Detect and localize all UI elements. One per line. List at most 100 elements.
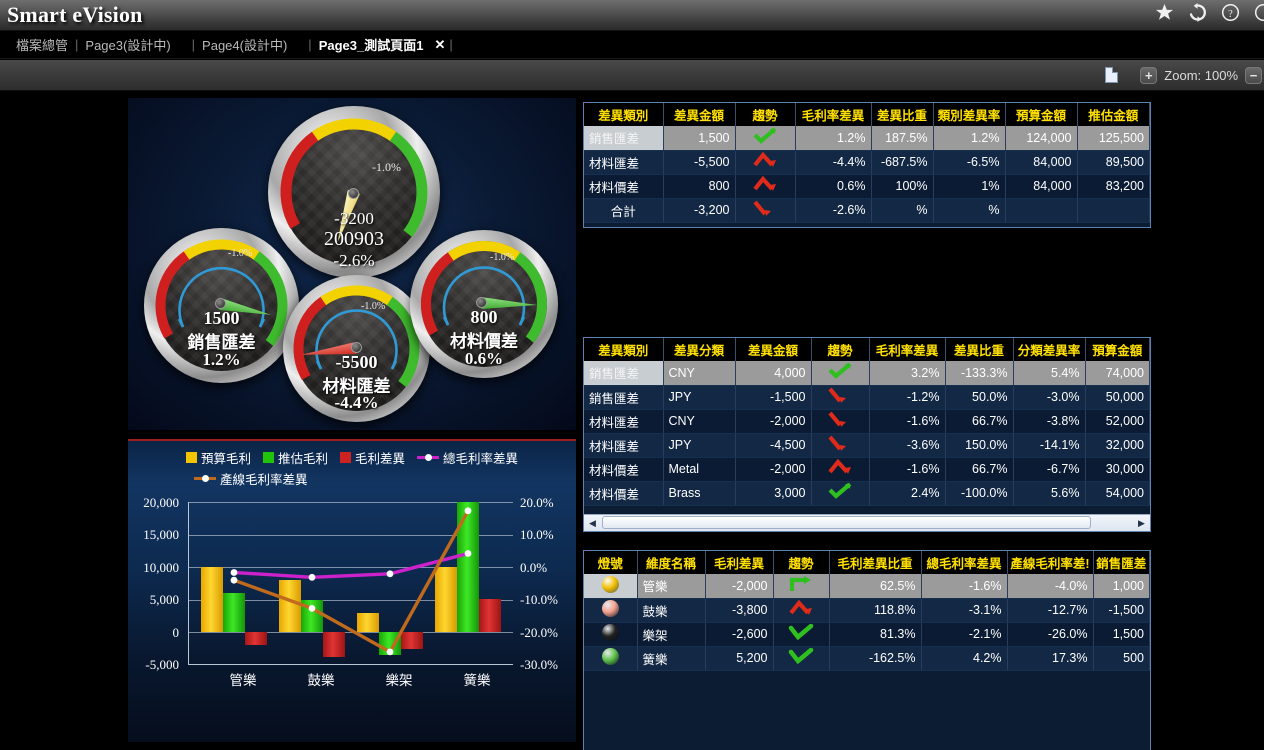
cell-value: -4.0% [1007,574,1094,599]
column-header-7[interactable]: 推估金額 [1077,103,1150,126]
cell-value: -687.5% [871,150,934,175]
cell-value: 1,000 [1093,574,1150,599]
cell-value: -1.2% [869,385,946,410]
gauge-material-price[interactable]: -1.0% 800 材料價差 0.6% [410,230,558,378]
trend-down-red-icon [811,385,870,410]
table-row[interactable]: 材料價差 800 0.6% 100% 1% 84,000 83,200 [584,174,1150,199]
gauge-sales-value: 1500 [203,308,240,328]
status-light-icon [601,624,619,641]
column-header-2[interactable]: 趨勢 [735,103,796,126]
column-header-1[interactable]: 差異分類 [663,338,736,361]
tab-page3-design[interactable]: Page3(設計中) [85,38,171,53]
column-header-6[interactable]: 預算金額 [1005,103,1078,126]
table-row[interactable]: 材料匯差 -5,500 -4.4% -687.5% -6.5% 84,000 89,500 [584,150,1150,175]
tab-close-icon[interactable]: ✕ [434,36,446,52]
row-label: 材料匯差 [584,150,664,175]
cell-value: -6.5% [933,150,1006,175]
cell-value: 100% [871,174,934,199]
table-row[interactable]: 管樂 -2,000 62.5% -1.6% -4.0% 1,000 [584,574,1150,599]
table-row[interactable]: 材料匯差 JPY -4,500 -3.6% 150.0% -14.1% 32,000 [584,433,1150,458]
table-row[interactable]: 銷售匯差 CNY 4,000 3.2% -133.3% 5.4% 74,000 [584,361,1150,386]
cell-value: Metal [663,457,736,482]
column-header-5[interactable]: 差異比重 [945,338,1014,361]
status-light-icon [601,648,619,665]
column-header-6[interactable]: 分類差異率 [1013,338,1086,361]
cell-value: CNY [663,409,736,434]
column-header-4[interactable]: 毛利率差異 [869,338,946,361]
trend-down-red-icon [811,409,870,434]
column-header-1[interactable]: 維度名稱 [637,551,706,574]
column-header-6[interactable]: 產線毛利率差! [1007,551,1094,574]
cell-value: 1.2% [795,126,872,151]
table-row[interactable]: 材料匯差 CNY -2,000 -1.6% 66.7% -3.8% 52,000 [584,409,1150,434]
zoom-in-button[interactable]: + [1140,66,1158,84]
column-header-0[interactable]: 燈號 [584,551,638,574]
cell-value: -162.5% [829,646,922,671]
cell-value: -3.0% [1013,385,1086,410]
gauge-main-period: 200903 [324,228,384,250]
column-header-0[interactable]: 差異類別 [584,103,664,126]
cell-value: 54,000 [1085,481,1150,506]
variance-detail-table[interactable]: 差異類別 差異分類 差異金額 趨勢 毛利率差異 差異比重 分類差異率 預算金額 銷售匯差 CNY… [583,337,1151,532]
gauge-material-price-pointer-label: -1.0% [490,252,515,263]
cell-value: 50.0% [945,385,1014,410]
scroll-left-arrow[interactable]: ◀ [589,517,596,528]
column-header-3[interactable]: 毛利率差異 [795,103,872,126]
cell-value: 84,000 [1005,150,1078,175]
column-header-3[interactable]: 趨勢 [811,338,870,361]
cell-value: -2.6% [795,198,872,223]
scroll-track[interactable] [601,515,1133,531]
table-row[interactable]: 簧樂 5,200 -162.5% 4.2% 17.3% 500 [584,646,1150,671]
column-header-5[interactable]: 類別差異率 [933,103,1006,126]
cell-value: 鼓樂 [637,598,706,623]
chart-ytick: 15,000 [143,527,179,542]
column-header-7[interactable]: 預算金額 [1085,338,1150,361]
cell-value: -3,200 [663,198,736,223]
table-row[interactable]: 銷售匯差 1,500 1.2% 187.5% 1.2% 124,000 125,500 [584,126,1150,151]
tab-page3-test1[interactable]: Page3_測試頁面1 [318,38,424,53]
help-icon[interactable]: ? [1219,1,1241,23]
document-icon[interactable] [1105,67,1119,83]
legend-item-budget-profit: 預算毛利 [185,448,251,467]
column-header-4[interactable]: 差異比重 [871,103,934,126]
gauge-material-exchange[interactable]: -1.0% -5500 材料匯差 -4.4% [283,275,430,422]
combo-chart-panel[interactable]: 預算毛利 推估毛利 毛利差異 總毛利率差異 產線毛利率差異 [128,439,576,742]
column-header-3[interactable]: 趨勢 [773,551,830,574]
scroll-thumb[interactable] [602,515,1092,529]
cell-value: -6.7% [1013,457,1086,482]
column-header-2[interactable]: 毛利差異 [705,551,774,574]
dimension-gross-profit-table[interactable]: 燈號 維度名稱 毛利差異 趨勢 毛利差異比重 總毛利率差異 產線毛利率差! 銷售匯差 管樂 -2… [583,550,1151,750]
column-header-0[interactable]: 差異類別 [584,338,664,361]
column-header-2[interactable]: 差異金額 [735,338,812,361]
table-row[interactable]: 材料價差 Brass 3,000 2.4% -100.0% 5.6% 54,000 [584,481,1150,506]
table-row[interactable]: 合計 -3,200 -2.6%%% [584,198,1150,223]
cell-value: -3.8% [1013,409,1086,434]
gauge-main[interactable]: -1.0% -3200 200903 -2.6% [268,106,440,278]
column-header-5[interactable]: 總毛利率差異 [921,551,1008,574]
chart-y2tick: -10.0% [520,592,558,607]
chart-xlabel: 鼓樂 [307,673,335,688]
table-row[interactable]: 材料價差 Metal -2,000 -1.6% 66.7% -6.7% 30,000 [584,457,1150,482]
table-row[interactable]: 鼓樂 -3,800 118.8% -3.1% -12.7% -1,500 [584,598,1150,623]
cell-value: 84,000 [1005,174,1078,199]
table-row[interactable]: 銷售匯差 JPY -1,500 -1.2% 50.0% -3.0% 50,000 [584,385,1150,410]
cell-value: 32,000 [1085,433,1150,458]
horizontal-scrollbar[interactable]: ◀ ▶ [584,514,1150,531]
trend-peak-red-icon [735,174,796,199]
gauge-material-price-title: 材料價差 [450,332,518,351]
variance-summary-table[interactable]: 差異類別 差異金額 趨勢 毛利率差異 差異比重 類別差異率 預算金額 推估金額 銷售匯差 1,5… [583,102,1151,228]
column-header-4[interactable]: 毛利差異比重 [829,551,922,574]
tab-page4-design[interactable]: Page4(設計中) [202,38,288,53]
gauge-sales-exchange[interactable]: -1.0% 1500 銷售匯差 1.2% [144,228,299,383]
column-header-7[interactable]: 銷售匯差 [1093,551,1150,574]
cell-value: -133.3% [945,361,1014,386]
star-icon[interactable] [1153,1,1175,23]
user-icon[interactable] [1252,1,1264,23]
legend-line [417,454,440,461]
refresh-icon[interactable] [1186,1,1208,23]
tab-file-manager[interactable]: 檔案總管 [16,38,69,53]
table-row[interactable]: 樂架 -2,600 81.3% -2.1% -26.0% 1,500 [584,622,1150,647]
scroll-right-arrow[interactable]: ▶ [1138,517,1145,528]
column-header-1[interactable]: 差異金額 [663,103,736,126]
zoom-out-button[interactable]: − [1245,66,1262,84]
